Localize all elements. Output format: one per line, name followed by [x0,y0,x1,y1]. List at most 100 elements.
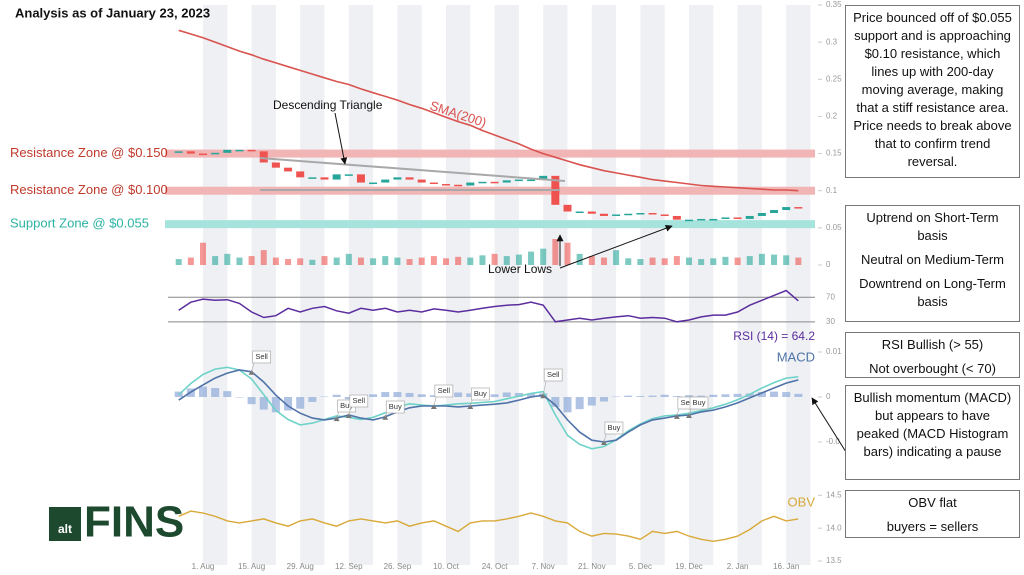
candle [332,174,341,180]
volume-bar [187,257,194,265]
histogram-bar [721,394,730,397]
y-tick-label: 0.15 [826,149,842,158]
candle [782,207,791,211]
volume-bar [357,257,364,265]
arrow [334,112,348,165]
candle [247,149,256,152]
signal-label: Buy [389,402,402,411]
candle [502,180,511,183]
volume-bar [345,253,352,265]
volume-bar [649,257,656,265]
histogram-bar [454,392,463,397]
signal-marker [248,369,255,375]
week-band [203,5,228,565]
week-band [348,5,374,565]
y-tick-label: 30 [826,317,835,326]
candle [223,149,232,153]
candle [672,215,681,220]
week-band [300,5,325,565]
x-tick-label: 29. Aug [287,562,314,571]
volume-bar [503,256,510,265]
sma-line [178,29,799,192]
histogram-bar [551,397,560,407]
candle [211,152,220,155]
x-tick-label: 1. Aug [192,562,215,571]
y-tick-label: 0.01 [826,347,842,356]
signal-box [689,396,709,410]
y-tick-label: 0 [826,392,831,401]
week-band [737,5,762,565]
y-tick-label: -0.0 [826,437,840,446]
histogram-bar [794,393,803,397]
x-tick-label: 26. Sep [384,562,412,571]
y-tick-label: 0.2 [826,112,838,121]
week-band [640,5,665,565]
candle [344,174,353,176]
macd-line [178,366,799,450]
candle [393,177,402,180]
zone-band [165,149,815,158]
macd-label: MACD [777,349,815,364]
volume-bar [515,254,522,265]
volume-bar [430,256,437,265]
candle [527,179,536,182]
signal-marker [540,393,547,399]
histogram-bar [527,393,536,397]
volume-bar [370,258,377,265]
histogram-bar [502,392,511,397]
volume-bar [285,259,292,265]
arrow [559,224,673,269]
volume-bar [783,255,790,265]
volume-bar [418,257,425,265]
volume-bar [309,259,316,265]
candle [660,214,669,216]
x-tick-label: 10. Oct [433,562,460,571]
x-tick-label: 21. Nov [578,562,606,571]
candle [697,218,706,221]
note-text: Bullish momentum (MACD) but appears to h… [853,390,1012,459]
x-tick-label: 19. Dec [675,562,703,571]
volume-bar [600,257,607,265]
histogram-bar [757,392,766,397]
candle [199,153,207,156]
signal-box [604,421,624,435]
histogram-bar [211,388,220,397]
volume-bar [540,248,547,265]
volume-bar [722,256,729,265]
volume-bar [455,256,462,265]
histogram-bar [782,392,791,397]
candle [308,177,317,179]
y-tick-label: 0.05 [826,223,842,232]
candle [599,213,608,216]
plot-layer: 1. Aug 15. Aug 29. Aug 12. Sep 26. Sep 10. Oc… [10,0,842,571]
volume-bar [552,239,559,265]
week-band [446,5,471,565]
y-tick-label: 0.1 [826,186,838,195]
candle [417,179,426,183]
y-tick-label: 0.35 [826,0,842,9]
note-box: RSI Bullish (> 55) Not overbought (< 70) [845,332,1020,378]
signal-box [385,400,405,414]
volume-bar [467,257,474,265]
note-text: Neutral on Medium-Term [860,252,1005,267]
candle [770,210,779,213]
signal-label: Sell [547,370,560,379]
week-band [494,5,519,565]
candle [454,184,463,187]
histogram-bar [612,396,621,398]
volume-bar [406,259,413,265]
y-tick-label: 0.25 [826,74,842,83]
volume-bar [297,258,304,265]
y-tick-label: 0.3 [826,37,838,46]
candle [648,213,657,215]
logo-text: FINS [84,498,184,547]
volume-bar [686,257,692,265]
volume-bar [613,250,620,265]
volume-bar [746,256,753,265]
candle [320,177,329,180]
candle [575,211,584,214]
note-text: Downtrend on Long-Term basis [859,276,1006,309]
note-text: Uptrend on Short-Term basis [866,210,999,243]
candle [539,175,548,180]
